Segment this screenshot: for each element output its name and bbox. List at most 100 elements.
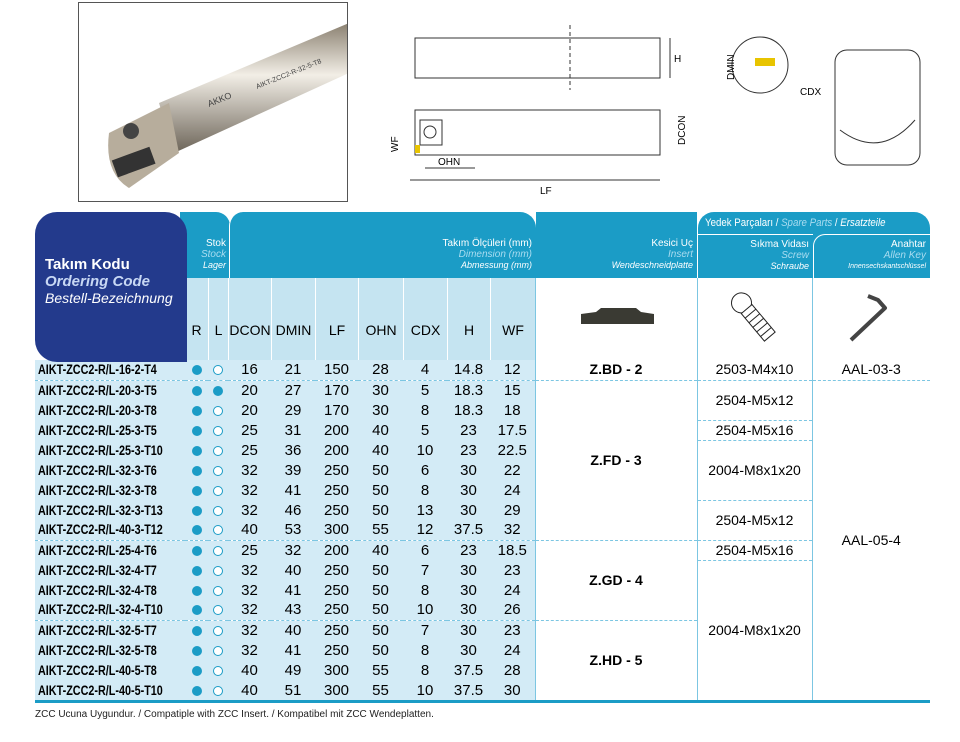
lf-value: 300 <box>315 660 358 680</box>
insert-image <box>535 278 697 360</box>
screw-code: 2504-M5x12 <box>696 499 812 540</box>
cdx-value: 8 <box>403 400 447 420</box>
ohn-value: 50 <box>358 500 403 520</box>
table-row: AIKT-ZCC2-R/L-32-3-T13 32 46 250 50 13 30 29 250… <box>35 499 930 540</box>
cdx-value: 10 <box>403 600 447 620</box>
cdx-value: 6 <box>403 460 447 480</box>
ordering-code: AIKT-ZCC2-R/L-32-5-T7 <box>38 622 157 638</box>
ordering-code-cell: AIKT-ZCC2-R/L-32-5-T8 <box>35 640 185 660</box>
cdx-value: 8 <box>403 580 447 600</box>
ordering-code: AIKT-ZCC2-R/L-32-4-T10 <box>38 602 163 618</box>
stock-dot-icon <box>213 465 223 476</box>
table-row: AIKT-ZCC2-R/L-32-3-T6 32 39 250 50 6 30 22 <box>35 460 930 480</box>
dmin-value: 40 <box>271 619 315 640</box>
stock-dot-icon <box>213 625 223 636</box>
table-row: AIKT-ZCC2-R/L-32-5-T8 32 41 250 50 8 30 24 <box>35 640 930 660</box>
ordering-code: AIKT-ZCC2-R/L-40-5-T8 <box>38 662 157 678</box>
dimensions-header: Takım Ölçüleri (mm) Dimension (mm) Abmessu… <box>229 212 536 278</box>
stock-dot-icon <box>213 385 223 396</box>
stock-dot-icon <box>191 485 202 496</box>
ordering-code-cell: AIKT-ZCC2-R/L-32-4-T10 <box>35 600 185 620</box>
stock-r <box>185 600 208 620</box>
stock-dot-icon <box>191 505 202 516</box>
column-header-r: R <box>185 278 208 360</box>
ohn-value: 40 <box>358 539 403 560</box>
insert-header: Kesici Uç Insert Wendeschneidplatte <box>536 212 698 278</box>
stock-dot-icon <box>213 665 223 676</box>
stock-r <box>185 580 208 600</box>
stock-de: Lager <box>202 260 226 270</box>
product-photo: AKKO AIKT-ZCC2-R-32-5-T8 <box>78 2 348 202</box>
ohn-value: 30 <box>358 379 403 400</box>
spare-parts-header: Yedek Parçaları / Spare Parts / Ersatzte… <box>698 212 930 278</box>
column-header-l: L <box>208 278 228 360</box>
stock-l <box>208 460 228 480</box>
ohn-value: 50 <box>358 460 403 480</box>
stock-l <box>208 619 228 640</box>
header-en: Ordering Code <box>45 273 151 290</box>
label-lf: LF <box>540 186 552 197</box>
ohn-value: 50 <box>358 600 403 620</box>
stock-l <box>208 360 228 380</box>
stock-dot-icon <box>213 685 223 696</box>
stock-dot-icon <box>213 365 223 376</box>
stock-dot-icon <box>191 625 202 636</box>
table-row: AIKT-ZCC2-R/L-16-2-T4 16 21 150 28 4 14.8 12 Z.B… <box>35 360 930 380</box>
cdx-value: 5 <box>403 379 447 400</box>
lf-value: 200 <box>315 539 358 560</box>
wf-value: 28 <box>490 660 535 680</box>
screw-code: 2004-M8x1x20 <box>696 439 812 500</box>
table-row: AIKT-ZCC2-R/L-32-5-T7 32 40 250 50 7 30 23 Z.HD … <box>35 619 930 700</box>
stock-dot-icon <box>213 525 223 536</box>
h-value: 18.3 <box>447 379 490 400</box>
h-value: 30 <box>447 640 490 660</box>
dcon-value: 40 <box>228 520 271 540</box>
stock-r <box>185 360 208 380</box>
dmin-value: 46 <box>271 500 315 520</box>
dmin-value: 21 <box>271 360 315 380</box>
ohn-value: 28 <box>358 360 403 380</box>
ohn-value: 40 <box>358 440 403 460</box>
stock-dot-icon <box>191 605 202 616</box>
stock-r <box>185 560 208 580</box>
dcon-value: 20 <box>228 379 271 400</box>
cdx-value: 6 <box>403 539 447 560</box>
dcon-value: 32 <box>228 560 271 580</box>
dmin-value: 49 <box>271 660 315 680</box>
lf-value: 170 <box>315 400 358 420</box>
h-value: 14.8 <box>447 360 490 380</box>
h-value: 23 <box>447 539 490 560</box>
h-value: 23 <box>447 420 490 440</box>
stock-r <box>185 440 208 460</box>
table-row: AIKT-ZCC2-R/L-32-4-T8 32 41 250 50 8 30 24 <box>35 580 930 600</box>
stock-l <box>208 600 228 620</box>
dmin-value: 51 <box>271 680 315 700</box>
table-row: AIKT-ZCC2-R/L-20-3-T5 20 27 170 30 5 18.3 15 Z.F… <box>35 379 930 700</box>
stock-r <box>185 500 208 520</box>
table-row: AIKT-ZCC2-R/L-32-4-T10 32 43 250 50 10 30 26 <box>35 600 930 620</box>
wf-value: 22.5 <box>490 440 535 460</box>
ordering-code: AIKT-ZCC2-R/L-20-3-T5 <box>38 382 157 398</box>
product-table: AIKT-ZCC2-R/L-16-2-T4 16 21 150 28 4 14.8 12 Z.B… <box>35 360 930 700</box>
ordering-code-cell: AIKT-ZCC2-R/L-20-3-T8 <box>35 400 185 420</box>
lf-value: 250 <box>315 580 358 600</box>
lf-value: 250 <box>315 500 358 520</box>
stock-dot-icon <box>191 645 202 656</box>
ohn-value: 55 <box>358 680 403 700</box>
ordering-code: AIKT-ZCC2-R/L-16-2-T4 <box>38 362 157 378</box>
stock-dot-icon <box>191 525 202 536</box>
dmin-value: 43 <box>271 600 315 620</box>
ordering-code: AIKT-ZCC2-R/L-20-3-T8 <box>38 402 157 418</box>
wf-value: 24 <box>490 480 535 500</box>
stock-l <box>208 640 228 660</box>
ordering-code: AIKT-ZCC2-R/L-32-3-T13 <box>38 502 163 518</box>
dmin-value: 29 <box>271 400 315 420</box>
stock-r <box>185 660 208 680</box>
h-value: 18.3 <box>447 400 490 420</box>
ohn-value: 50 <box>358 619 403 640</box>
dcon-value: 40 <box>228 660 271 680</box>
column-header-dcon: DCON <box>228 278 271 360</box>
stock-dot-icon <box>213 645 223 656</box>
key-header: Anahtar Allen Key Innensechskantschlüssel <box>813 234 930 278</box>
allen-key-image <box>812 278 930 360</box>
